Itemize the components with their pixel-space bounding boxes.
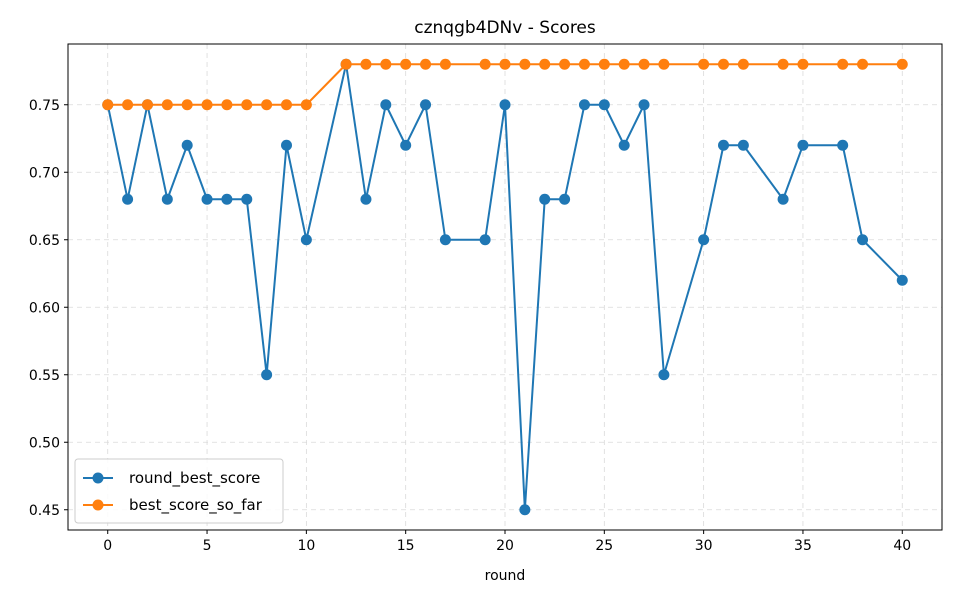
- best-score-so-far-point: [777, 58, 789, 70]
- best-score-so-far-point: [181, 99, 193, 111]
- best-score-so-far-point: [499, 58, 511, 70]
- best-score-so-far-point: [559, 58, 571, 70]
- best-score-so-far-point: [400, 58, 412, 70]
- y-tick-label: 0.75: [29, 98, 60, 114]
- legend-label-round-best-score: round_best_score: [129, 469, 260, 488]
- round-best-score-point: [380, 99, 392, 111]
- best-score-so-far-point: [241, 99, 253, 111]
- best-score-so-far-point: [837, 58, 849, 70]
- best-score-so-far-point: [439, 58, 451, 70]
- best-score-so-far-point: [857, 58, 869, 70]
- round-best-score-point: [181, 139, 193, 151]
- best-score-so-far-point: [420, 58, 432, 70]
- x-tick-label: 40: [893, 538, 911, 554]
- x-tick-label: 0: [103, 538, 112, 554]
- round-best-score-point: [618, 139, 630, 151]
- best-score-so-far-point: [638, 58, 650, 70]
- round-best-score-point: [479, 234, 491, 246]
- round-best-score-point: [221, 193, 233, 205]
- best-score-so-far-point: [578, 58, 590, 70]
- best-score-so-far-point: [797, 58, 809, 70]
- round-best-score-point: [737, 139, 749, 151]
- round-best-score-point: [300, 234, 312, 246]
- round-best-score-point: [539, 193, 551, 205]
- best-score-so-far-point: [698, 58, 710, 70]
- round-best-score-point: [638, 99, 650, 111]
- round-best-score-point: [439, 234, 451, 246]
- y-tick-label: 0.65: [29, 233, 60, 249]
- x-tick-label: 35: [794, 538, 812, 554]
- best-score-so-far-point: [896, 58, 908, 70]
- round-best-score-point: [777, 193, 789, 205]
- round-best-score-point: [261, 369, 273, 381]
- best-score-so-far-point: [221, 99, 233, 111]
- round-best-score-point: [400, 139, 412, 151]
- y-tick-label: 0.55: [29, 368, 60, 384]
- best-score-so-far-point: [102, 99, 114, 111]
- round-best-score-point: [201, 193, 213, 205]
- series-layer: [102, 58, 908, 516]
- legend-label-best-score-so-far: best_score_so_far: [129, 496, 263, 515]
- y-tick-label: 0.70: [29, 165, 60, 181]
- best-score-so-far-point: [300, 99, 312, 111]
- round-best-score-point: [857, 234, 869, 246]
- y-tick-label: 0.50: [29, 435, 60, 451]
- best-score-so-far-point: [718, 58, 729, 70]
- best-score-so-far-point: [380, 58, 392, 70]
- best-score-so-far-point: [658, 58, 670, 70]
- round-best-score-point: [122, 193, 134, 205]
- axis-ticks: 0 5 10 15 20 25 30 35 40 0.45 0.50 0.55 0.60 0.65 0.70…: [29, 98, 911, 554]
- best-score-so-far-point: [598, 58, 610, 70]
- round-best-score-point: [161, 193, 173, 205]
- best-score-so-far-point: [539, 58, 551, 70]
- best-score-so-far-point: [141, 99, 153, 111]
- x-tick-label: 30: [695, 538, 713, 554]
- x-tick-label: 15: [397, 538, 415, 554]
- round-best-score-point: [360, 193, 372, 205]
- round-best-score-point: [499, 99, 511, 111]
- round-best-score-point: [559, 193, 571, 205]
- y-tick-label: 0.60: [29, 300, 60, 316]
- x-tick-label: 20: [496, 538, 514, 554]
- round-best-score-point: [241, 193, 253, 205]
- round-best-score-point: [420, 99, 432, 111]
- round-best-score-point: [698, 234, 710, 246]
- legend-marker-round-best-score: [92, 472, 104, 484]
- round-best-score-point: [519, 504, 531, 516]
- round-best-score-point: [658, 369, 670, 381]
- y-tick-label: 0.45: [29, 503, 60, 519]
- round-best-score-point: [718, 139, 729, 151]
- best-score-so-far-point: [201, 99, 213, 111]
- round-best-score-point: [837, 139, 849, 151]
- best-score-so-far-point: [122, 99, 134, 111]
- best-score-so-far-point: [161, 99, 173, 111]
- best-score-so-far-point: [737, 58, 749, 70]
- x-axis-label: round: [485, 568, 526, 584]
- best-score-so-far-point: [281, 99, 292, 111]
- best-score-so-far-point: [519, 58, 531, 70]
- best-score-so-far-point: [261, 99, 273, 111]
- round-best-score-point: [598, 99, 610, 111]
- legend-box: [74, 458, 284, 524]
- x-tick-label: 10: [297, 538, 315, 554]
- round-best-score-point: [578, 99, 590, 111]
- best-score-so-far-point: [340, 58, 352, 70]
- round-best-score-point: [896, 274, 908, 286]
- x-tick-label: 5: [203, 538, 212, 554]
- chart-title: cznqgb4DNv - Scores: [414, 18, 596, 38]
- legend-marker-best-score-so-far: [92, 499, 104, 511]
- best-score-so-far-point: [618, 58, 630, 70]
- round-best-score-point: [281, 139, 292, 151]
- legend: round_best_score best_score_so_far: [74, 458, 284, 524]
- best-score-so-far-point: [360, 58, 372, 70]
- best-score-so-far-point: [479, 58, 491, 70]
- round-best-score-point: [797, 139, 809, 151]
- x-tick-label: 25: [595, 538, 613, 554]
